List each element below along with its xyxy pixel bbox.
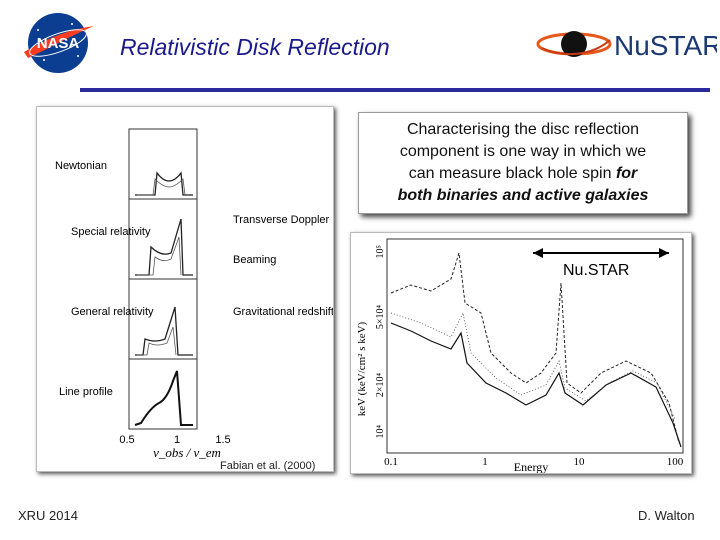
- y-axis-label: keV (keV/cm² s keV): [356, 321, 368, 416]
- slide-title: Relativistic Disk Reflection: [120, 34, 390, 60]
- callout-line-3-text: can measure black hole spin: [408, 165, 612, 182]
- line-profile-figure: 0.5 1 1.5 ν_obs / ν_em Newtonian Special…: [36, 106, 334, 472]
- spectrum-dashed: [390, 252, 680, 444]
- x-axis-label: ν_obs / ν_em: [153, 445, 221, 460]
- panel-general-frame: [128, 278, 198, 360]
- spin-callout: Characterising the disc reflection compo…: [358, 112, 688, 214]
- nasa-logo: NASA: [24, 13, 94, 73]
- y-tick-3: 10⁵: [375, 245, 386, 259]
- title-underline: [80, 88, 710, 92]
- label-transverse-doppler: Transverse Doppler: [233, 214, 330, 226]
- callout-line-3: can measure black hole spin for: [359, 163, 687, 185]
- x-tick-2: 10: [574, 456, 586, 468]
- y-tick-2: 5×10⁴: [375, 305, 386, 330]
- x-tick-2: 1.5: [215, 434, 230, 446]
- spectrum-dotted: [390, 311, 676, 420]
- callout-line-2: component is one way in which we: [399, 143, 647, 160]
- callout-line-4: both binaries and active galaxies: [359, 185, 687, 207]
- footer-author: D. Walton: [638, 508, 695, 523]
- footer-conference: XRU 2014: [18, 508, 78, 523]
- label-special-relativity: Special relativity: [71, 226, 151, 238]
- label-newtonian: Newtonian: [55, 160, 107, 172]
- special-relativity-curve: [135, 218, 193, 276]
- panel-special-frame: [128, 198, 198, 280]
- y-tick-1: 2×10⁴: [375, 373, 386, 398]
- newtonian-curve: [135, 171, 193, 196]
- x-tick-1: 1: [174, 434, 180, 446]
- reflection-spectrum-figure: Nu.STAR keV (keV/cm² s keV) 10⁴ 2×10⁴ 5×…: [350, 232, 692, 474]
- line-profile-curve: [134, 370, 193, 426]
- nasa-logo-text: NASA: [37, 35, 80, 52]
- general-relativity-curve: [135, 306, 193, 356]
- x-axis-label: Energy: [514, 460, 548, 474]
- label-line-profile: Line profile: [59, 386, 113, 398]
- x-tick-3: 100: [667, 456, 684, 468]
- label-gravitational-redshift: Gravitational redshift: [233, 306, 334, 318]
- y-tick-0: 10⁴: [375, 425, 386, 439]
- callout-line-1: Characterising the disc reflection: [406, 121, 640, 138]
- panel-profile-frame: [128, 358, 198, 430]
- label-general-relativity: General relativity: [71, 306, 154, 318]
- label-beaming: Beaming: [233, 254, 276, 266]
- x-tick-0: 0.1: [384, 456, 398, 468]
- spectrum-frame: [386, 238, 684, 454]
- nustar-logo-text: NuSTAR: [614, 30, 717, 61]
- panel-newtonian-frame: [128, 128, 198, 200]
- x-tick-1: 1: [482, 456, 488, 468]
- nustar-band-label: Nu.STAR: [563, 262, 629, 279]
- figure-credit: Fabian et al. (2000): [220, 460, 316, 472]
- callout-line-3-emphasis: for: [615, 165, 638, 182]
- spectrum-solid: [390, 322, 682, 448]
- nustar-logo: NuSTAR: [536, 30, 717, 61]
- callout-line-4-emphasis: both binaries and active galaxies: [397, 187, 649, 204]
- x-tick-0: 0.5: [119, 434, 134, 446]
